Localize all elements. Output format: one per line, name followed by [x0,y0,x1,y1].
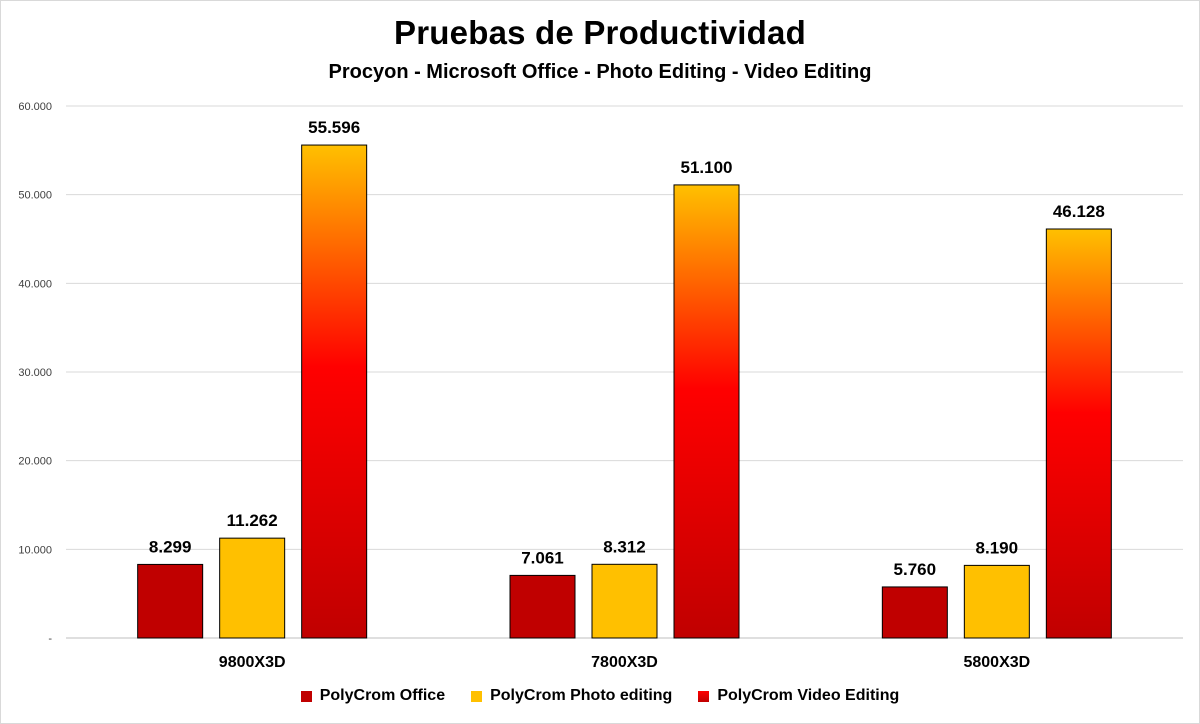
data-label: 8.299 [149,537,192,556]
legend-label-office: PolyCrom Office [319,687,446,704]
legend-label-photo: PolyCrom Photo editing [490,687,673,704]
legend-swatch-photo [471,690,483,702]
legend-item-photo: PolyCrom Photo editing [471,687,672,705]
bar-polycrom-photo-editing-5800x3d [963,564,1030,639]
data-label: 46.128 [1053,202,1105,221]
bar-polycrom-video-editing-9800x3d [301,144,368,639]
data-label: 8.190 [976,538,1019,557]
bar-polycrom-video-editing-7800x3d [673,184,740,639]
legend-swatch-office [300,690,312,702]
bar-polycrom-video-editing-5800x3d [1045,228,1112,639]
y-tick-label: 10.000 [18,544,52,556]
bar-polycrom-office-7800x3d [509,574,576,639]
legend-swatch-video [698,690,710,702]
bar-polycrom-photo-editing-7800x3d [591,563,658,639]
legend-item-video: PolyCrom Video Editing [698,687,899,705]
chart-title: Pruebas de Productividad [394,14,806,51]
data-label: 11.262 [227,511,278,530]
data-label: 5.760 [894,560,937,579]
bar-polycrom-photo-editing-9800x3d [219,537,286,639]
y-tick-label: 20.000 [18,456,52,468]
y-tick-label: 30.000 [18,367,52,379]
y-tick-label: 60.000 [18,101,52,113]
bar-polycrom-office-9800x3d [137,563,204,639]
bar-polycrom-office-5800x3d [881,586,948,639]
y-tick-label: 40.000 [18,278,52,290]
data-label: 7.061 [521,548,564,567]
y-tick-label: - [48,633,52,645]
chart-subtitle: Procyon - Microsoft Office - Photo Editi… [328,61,872,83]
data-label: 55.596 [308,118,360,137]
data-label: 8.312 [603,537,646,556]
x-tick-label: 5800X3D [963,654,1030,671]
x-tick-label: 9800X3D [219,654,286,671]
legend-item-office: PolyCrom Office [300,687,446,705]
x-tick-label: 7800X3D [591,654,658,671]
chart-legend: PolyCrom Office PolyCrom Photo editing P… [0,687,1200,705]
data-label: 51.100 [681,158,733,177]
y-tick-label: 50.000 [18,190,52,202]
legend-label-video: PolyCrom Video Editing [717,687,900,704]
